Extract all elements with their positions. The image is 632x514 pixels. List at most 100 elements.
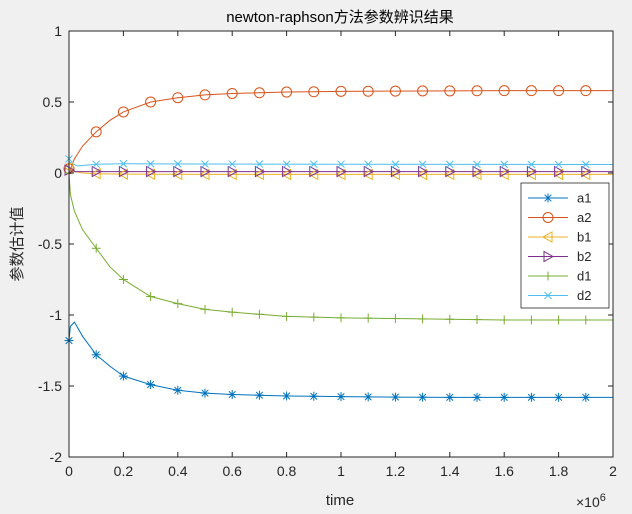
marker-d2 (581, 160, 590, 169)
legend-label: a2 (577, 210, 591, 225)
marker-d1 (581, 315, 591, 325)
marker-a1 (526, 392, 536, 402)
marker-b2 (499, 165, 511, 178)
marker-b1 (498, 168, 509, 181)
legend-label: d2 (577, 288, 591, 303)
marker-a1 (282, 391, 292, 401)
legend-label: d1 (577, 269, 591, 284)
marker-a2 (553, 85, 565, 97)
x-tick-label: 1.8 (549, 463, 569, 479)
marker-b1 (90, 167, 101, 180)
marker-a2 (117, 106, 129, 118)
marker-b2 (472, 165, 484, 178)
marker-b1 (171, 168, 183, 181)
y-tick-label: -0.5 (38, 236, 62, 252)
x-tick-label: 1 (337, 463, 345, 479)
marker-d1 (445, 314, 455, 324)
marker-d2 (554, 160, 563, 169)
marker-d2 (146, 160, 155, 168)
marker-a2 (226, 87, 238, 99)
marker-d1 (227, 307, 237, 317)
marker-b2 (526, 165, 538, 178)
marker-b1 (117, 168, 128, 180)
y-tick-labels: 1 0.5 0 -0.5 -1 -1.5 -2 (38, 23, 62, 465)
marker-d2 (337, 160, 345, 169)
marker-b2 (118, 165, 130, 178)
marker-d2 (201, 160, 209, 168)
marker-a2 (253, 87, 265, 99)
marker-d1 (472, 315, 482, 325)
marker-b1 (470, 168, 482, 181)
x-tick-labels: 0 0.2 0.4 0.6 0.8 1 1.2 1.4 1.6 1.8 2 (65, 463, 617, 479)
marker-b1 (226, 168, 237, 181)
marker-d2 (228, 160, 237, 168)
marker-a1 (200, 388, 210, 398)
legend-marker-sample (543, 271, 553, 281)
legend-entry-a1: a1 (528, 191, 591, 206)
y-tick-label: 1 (54, 23, 62, 39)
series-line-a2 (68, 90, 613, 174)
marker-d1 (91, 243, 101, 253)
legend-entry-d2: d2 (528, 288, 591, 303)
x-exponent-power: 6 (600, 492, 606, 504)
marker-a2 (90, 126, 102, 138)
x-tick-label: 0.8 (277, 463, 297, 479)
marker-b1 (253, 168, 264, 181)
marker-d1 (146, 292, 156, 302)
marker-a1 (146, 380, 156, 390)
legend-entry-b2: b2 (528, 249, 591, 264)
marker-a2 (525, 85, 537, 97)
marker-d1 (554, 315, 564, 325)
marker-d2 (309, 160, 318, 169)
marker-d2 (500, 160, 509, 169)
marker-a2 (389, 85, 401, 97)
legend-entry-a2: a2 (528, 210, 591, 225)
marker-a1 (363, 392, 373, 402)
marker-b2 (254, 165, 266, 178)
y-tick-label: 0 (54, 165, 62, 181)
marker-d2 (255, 160, 264, 168)
legend-marker-sample (541, 231, 553, 243)
marker-b1 (389, 168, 400, 181)
marker-d1 (336, 313, 346, 323)
y-tick-label: -1.5 (38, 378, 62, 394)
y-axis-title: 参数估计值 (9, 206, 26, 281)
marker-a1 (499, 392, 509, 402)
marker-b2 (146, 165, 157, 178)
x-exponent-base: ×10 (576, 494, 600, 510)
legend-entry-d1: d1 (528, 269, 591, 284)
marker-a1 (254, 390, 264, 400)
marker-b1 (362, 168, 373, 181)
marker-d1 (254, 309, 264, 319)
x-tick-label: 1.2 (386, 463, 406, 479)
marker-d1 (363, 313, 373, 323)
marker-a1 (554, 392, 564, 402)
legend: a1 a2 b1 b2 d1 d2 (520, 182, 610, 309)
marker-a2 (580, 85, 592, 97)
x-exponent-label: ×106 (576, 492, 606, 510)
marker-b2 (336, 165, 348, 178)
marker-a1 (91, 350, 101, 360)
x-tick-label: 0 (65, 463, 73, 479)
marker-b1 (525, 168, 536, 181)
x-tick-label: 0.6 (222, 463, 242, 479)
marker-b1 (579, 168, 591, 181)
marker-b2 (227, 165, 239, 178)
marker-a1 (445, 392, 455, 402)
marker-d2 (391, 160, 400, 169)
marker-b2 (173, 165, 184, 178)
y-tick-label: 0.5 (43, 94, 63, 110)
marker-d1 (200, 304, 210, 314)
marker-a2 (417, 85, 429, 97)
marker-a1 (418, 392, 428, 402)
x-axis-title: time (326, 492, 354, 509)
legend-entries: a1 a2 b1 b2 d1 d2 (528, 191, 591, 303)
marker-d2 (418, 160, 427, 169)
x-tick-label: 1.4 (440, 463, 460, 479)
marker-d1 (390, 314, 400, 324)
marker-a1 (227, 390, 237, 400)
marker-b1 (144, 168, 156, 181)
marker-b1 (552, 168, 564, 181)
marker-d2 (119, 159, 128, 168)
